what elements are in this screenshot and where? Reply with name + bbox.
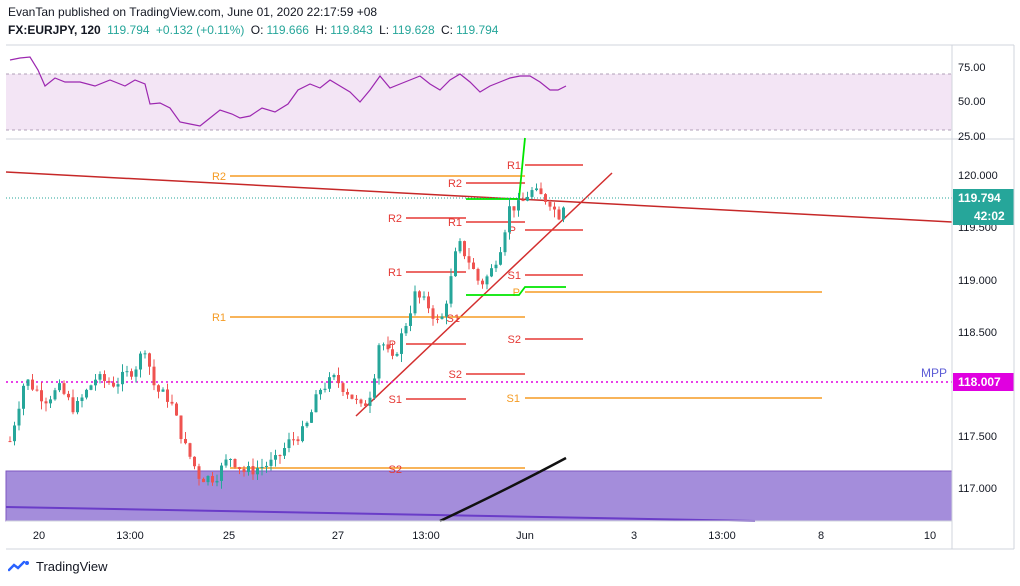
- price-tick-119000: 119.000: [958, 275, 997, 287]
- candlesticks[interactable]: [8, 182, 566, 489]
- price-change: +0.132 (+0.11%): [155, 23, 245, 37]
- red-pivots: [406, 164, 583, 400]
- time-tick-10: 10: [924, 530, 936, 542]
- last-price-badge-text: 119.794: [958, 191, 1001, 205]
- time-tick-25: 25: [223, 530, 235, 542]
- mpp-label: MPP: [921, 366, 947, 380]
- price-tick-117500: 117.500: [958, 431, 997, 443]
- tradingview-logo-icon: [8, 560, 29, 571]
- time-tick-jun: Jun: [516, 530, 534, 542]
- pivot-p-mid: P: [509, 225, 516, 237]
- price-tick-118500: 118.500: [958, 327, 997, 339]
- mpp-badge: [953, 373, 1014, 391]
- low-value: 119.628: [392, 23, 435, 37]
- pivot-r2-mid: R2: [448, 178, 462, 190]
- demand-zone: [5, 470, 953, 522]
- descending-trendline[interactable]: [5, 171, 953, 223]
- publisher-line: EvanTan published on TradingView.com, Ju…: [8, 5, 378, 19]
- mpp-badge-text: 118.007: [958, 375, 1001, 389]
- time-tick-1300-c: 13:00: [708, 530, 736, 542]
- pivot-p-orange: P: [513, 287, 520, 299]
- pivot-s1-left: S1: [447, 313, 460, 325]
- pivot-r1-top: R1: [507, 160, 521, 172]
- pivot-s1-orange-right: S1: [507, 393, 520, 405]
- high-value: 119.843: [330, 23, 373, 37]
- pivot-r1-mid: R1: [448, 217, 462, 229]
- close-label: C:: [440, 23, 453, 37]
- pivot-r1-orange: R1: [212, 312, 226, 324]
- rsi-line: [9, 56, 567, 127]
- symbol-label[interactable]: FX:EURJPY, 120: [8, 23, 101, 37]
- black-curve: [439, 456, 567, 523]
- symbol-info: FX:EURJPY, 120 119.794 +0.132 (+0.11%) O…: [8, 23, 501, 37]
- time-tick-8: 8: [818, 530, 824, 542]
- rsi-tick-50: 50.00: [958, 96, 986, 108]
- time-tick-27: 27: [332, 530, 344, 542]
- pivot-r1-left: R1: [388, 267, 402, 279]
- rsi-tick-25: 25.00: [958, 131, 986, 143]
- price-tick-117000: 117.000: [958, 483, 997, 495]
- time-tick-20: 20: [33, 530, 45, 542]
- time-tick-1300-a: 13:00: [116, 530, 144, 542]
- price-tick-120000: 120.000: [958, 170, 998, 182]
- open-label: O:: [250, 23, 264, 37]
- rsi-pane[interactable]: [6, 56, 952, 131]
- pivot-s2-left: S2: [449, 369, 462, 381]
- last-price: 119.794: [107, 23, 150, 37]
- rsi-band: [6, 74, 952, 130]
- zone-trendline[interactable]: [5, 506, 756, 522]
- last-price-badge: [953, 189, 1014, 207]
- close-value: 119.794: [455, 23, 499, 37]
- pivot-s1-low: S1: [389, 394, 402, 406]
- pivot-s2-mid: S2: [508, 334, 521, 346]
- countdown-badge-text: 42:02: [974, 209, 1005, 223]
- rsi-tick-75: 75.00: [958, 62, 986, 74]
- pivot-r2-left: R2: [388, 213, 402, 225]
- pivot-s2-low: S2: [389, 464, 402, 476]
- low-label: L:: [379, 23, 390, 37]
- footer[interactable]: TradingView: [8, 559, 108, 574]
- countdown-badge: [953, 207, 1014, 225]
- time-tick-3: 3: [631, 530, 637, 542]
- open-value: 119.666: [266, 23, 309, 37]
- pivot-r2-orange: R2: [212, 171, 226, 183]
- footer-brand: TradingView: [36, 559, 108, 574]
- pivot-s1-mid: S1: [508, 270, 521, 282]
- time-tick-1300-b: 13:00: [412, 530, 440, 542]
- high-label: H:: [315, 23, 328, 37]
- orange-pivots: [230, 175, 822, 469]
